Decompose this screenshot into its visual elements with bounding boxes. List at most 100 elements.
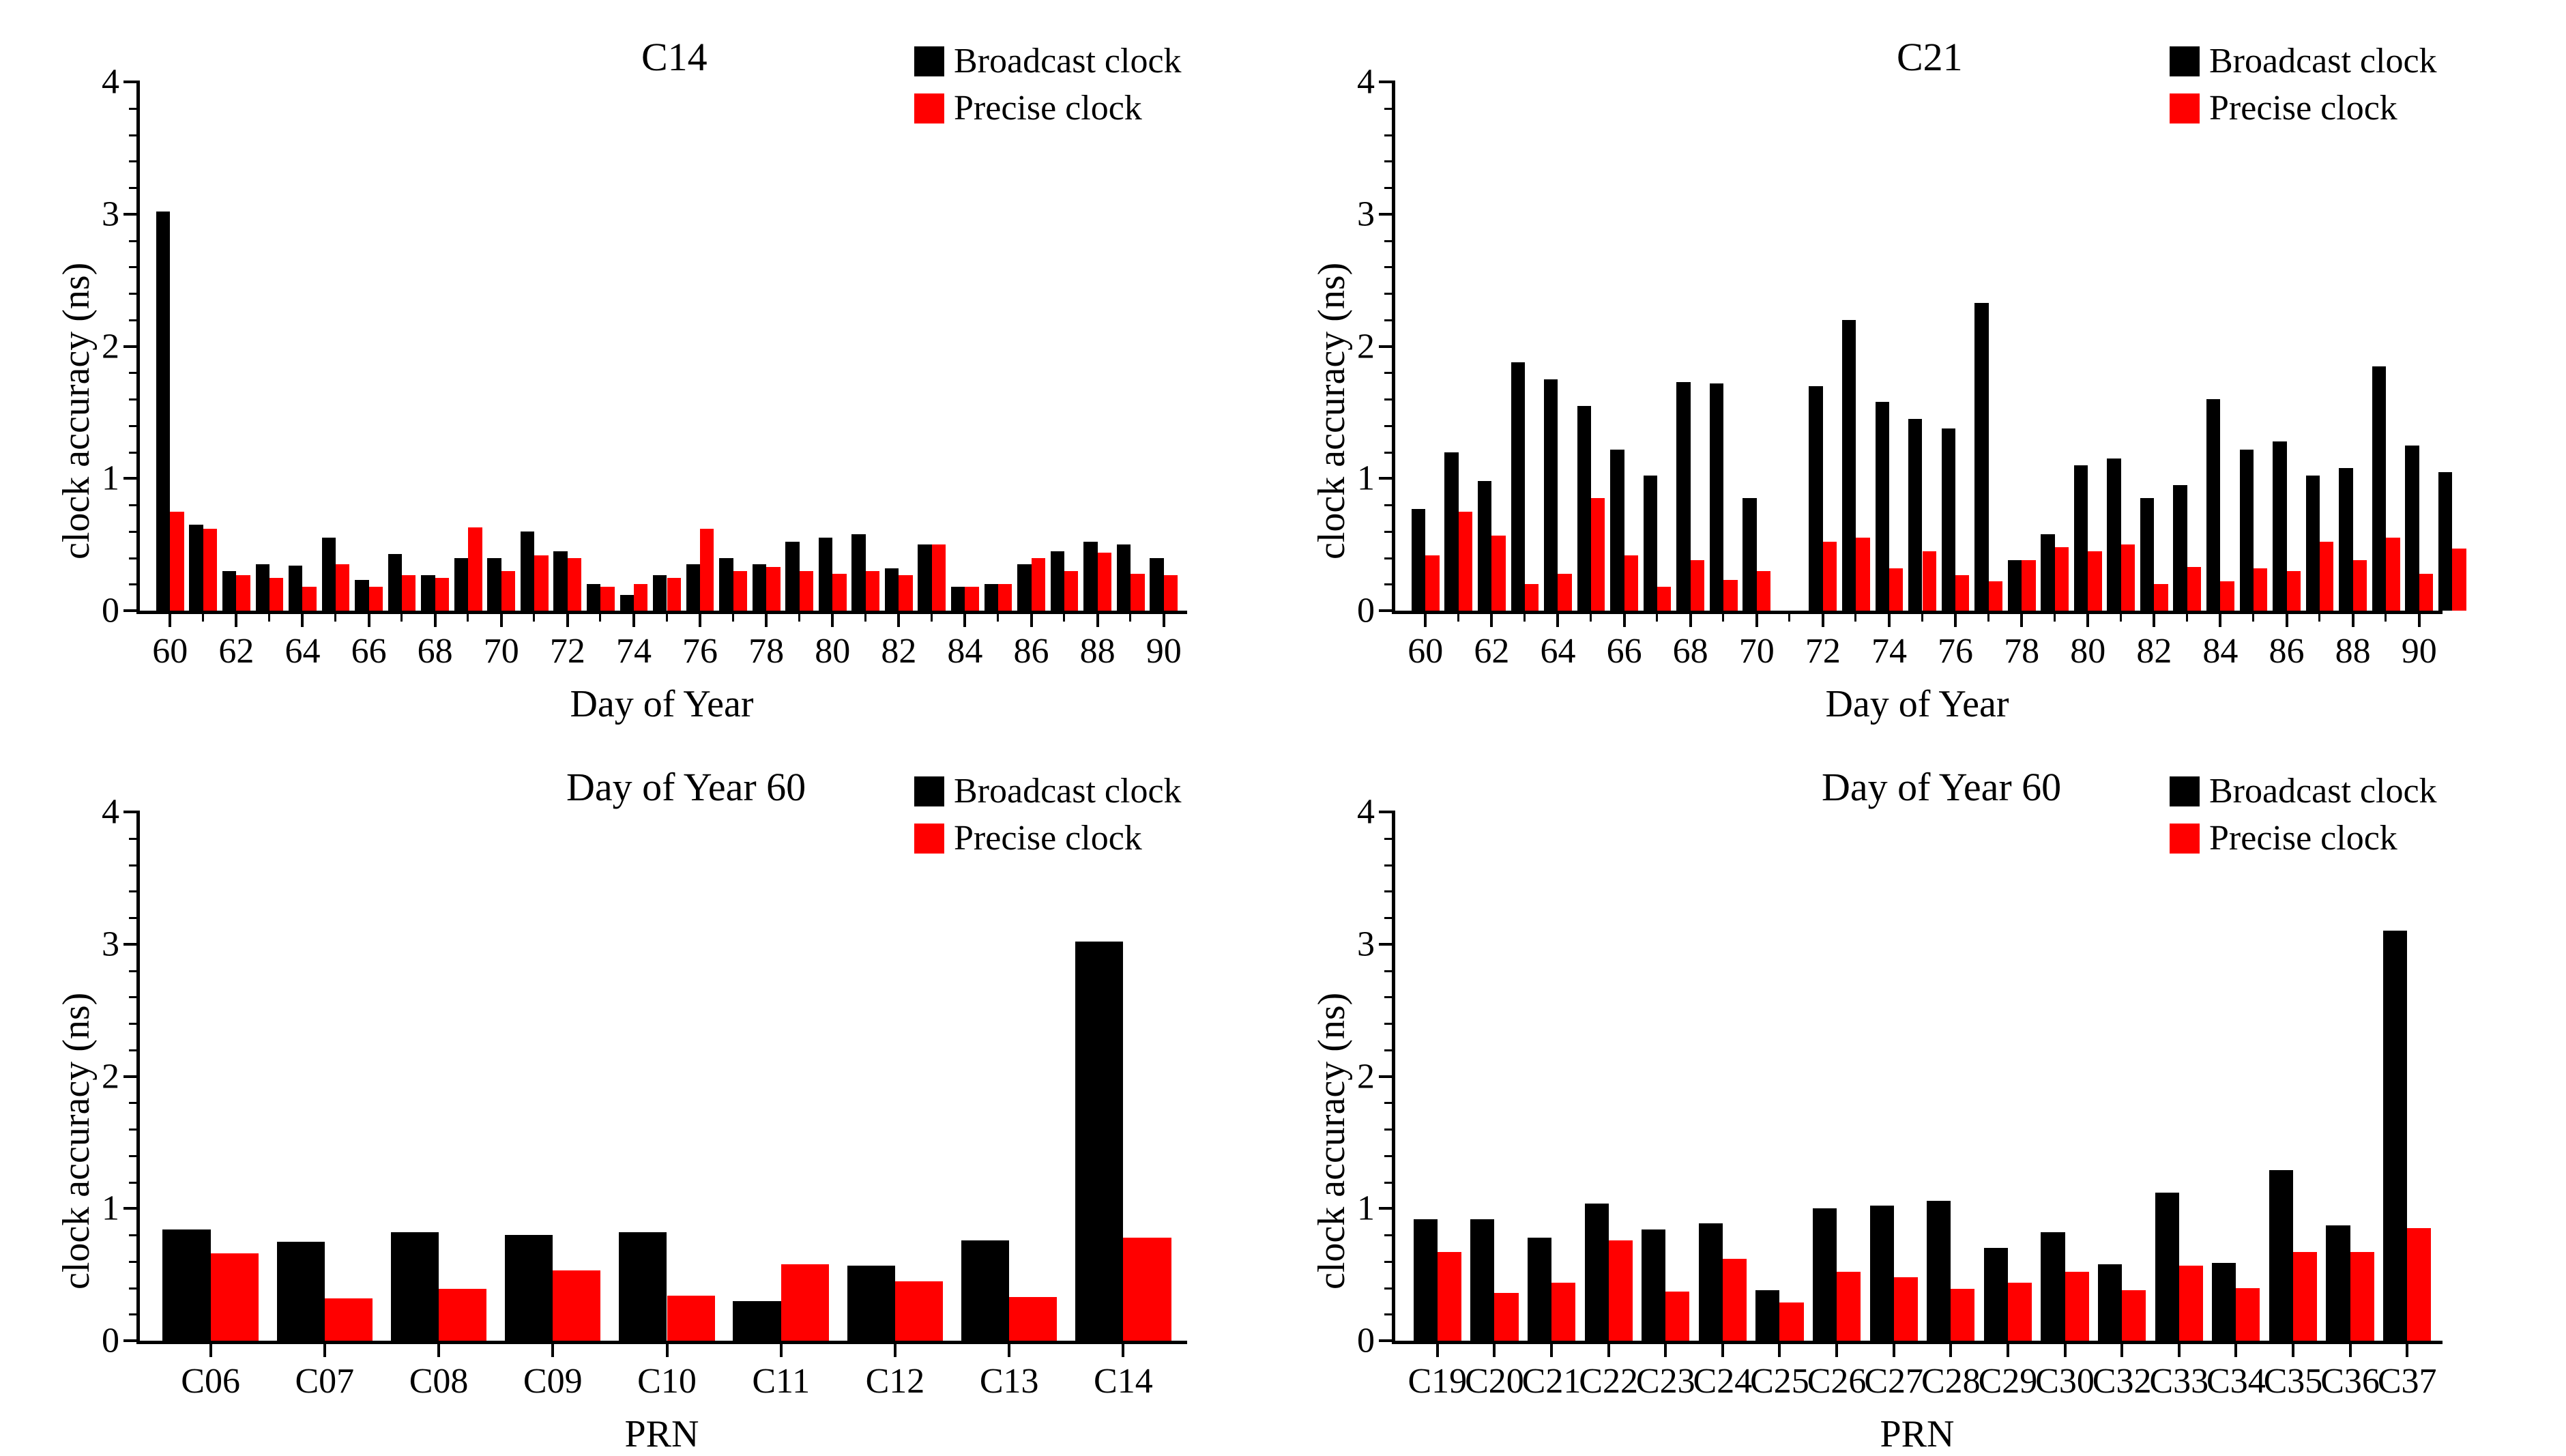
bar-broadcast: [388, 554, 402, 611]
y-tick-minor: [1384, 1234, 1395, 1236]
y-tick-minor: [129, 372, 140, 374]
panel-tr-legend: Broadcast clock Precise clock: [2170, 41, 2437, 135]
bar-broadcast: [1444, 452, 1458, 611]
bar-broadcast: [1511, 362, 1525, 611]
panel-bl-plot: 01234C06C07C08C09C10C11C12C13C14: [136, 812, 1187, 1344]
y-tick-minor: [1384, 319, 1395, 321]
y-tick-minor: [1384, 504, 1395, 506]
panel-tr: C21 012346062646668707274767880828486889…: [1392, 27, 2552, 710]
bar-precise: [1856, 538, 1869, 611]
y-tick-minor: [1384, 531, 1395, 533]
bar-precise: [336, 564, 349, 611]
bar-precise: [1609, 1240, 1633, 1341]
bar-broadcast: [2140, 498, 2154, 611]
x-tick-minor: [202, 611, 204, 622]
x-tick-label: 68: [418, 611, 453, 671]
bar-broadcast: [733, 1301, 781, 1341]
bar-precise: [1459, 512, 1472, 611]
y-tick-minor: [1384, 557, 1395, 559]
y-tick-minor: [129, 1049, 140, 1051]
bar-precise: [1032, 558, 1045, 611]
x-tick-minor: [732, 611, 734, 622]
panel-tl-plot: 0123460626466687072747678808284868890: [136, 82, 1187, 614]
x-tick-label: C29: [1979, 1341, 2038, 1401]
bar-broadcast: [653, 575, 667, 611]
x-tick-minor: [1722, 611, 1724, 622]
panel-br-ylabel: clock accuracy (ns): [1310, 993, 1354, 1290]
x-tick-label: C11: [752, 1341, 810, 1401]
y-tick-label: 0: [102, 591, 140, 631]
bar-precise: [1131, 574, 1144, 611]
bar-precise: [998, 584, 1012, 611]
bar-broadcast: [2155, 1193, 2179, 1341]
bar-broadcast: [847, 1266, 895, 1341]
bar-broadcast: [1117, 544, 1131, 611]
bar-precise: [1591, 498, 1605, 611]
bar-precise: [1164, 575, 1178, 611]
x-tick-minor: [798, 611, 800, 622]
bar-broadcast: [421, 575, 435, 611]
y-tick-label: 3: [1357, 924, 1395, 964]
bar-precise: [1657, 587, 1671, 611]
bar-broadcast: [2438, 472, 2452, 611]
bar-precise: [1064, 571, 1078, 611]
x-tick-label: 88: [2335, 611, 2371, 671]
x-tick-minor: [268, 611, 270, 622]
y-tick-label: 4: [1357, 792, 1395, 832]
bar-precise: [170, 512, 184, 611]
y-tick-minor: [129, 452, 140, 454]
bar-broadcast: [619, 1232, 667, 1341]
y-tick-label: 0: [1357, 591, 1395, 631]
y-tick-minor: [129, 1261, 140, 1263]
legend-row-precise: Precise clock: [2170, 818, 2437, 858]
y-tick-minor: [1384, 1129, 1395, 1131]
bar-broadcast: [620, 595, 634, 611]
legend-swatch-precise: [2170, 824, 2200, 854]
x-tick-label: 66: [351, 611, 387, 671]
x-tick-label: C13: [980, 1341, 1039, 1401]
x-tick-label: 90: [2402, 611, 2437, 671]
x-tick-minor: [1063, 611, 1065, 622]
bar-broadcast: [2269, 1170, 2293, 1341]
x-tick-label: C28: [1921, 1341, 1981, 1401]
bar-broadcast: [1083, 542, 1097, 611]
y-tick-label: 2: [102, 1056, 140, 1096]
panel-tl-ylabel: clock accuracy (ns): [55, 263, 98, 559]
x-tick-label: 76: [682, 611, 718, 671]
bar-precise: [1779, 1302, 1803, 1341]
y-tick-minor: [1384, 583, 1395, 585]
bar-precise: [895, 1281, 943, 1341]
legend-label-broadcast: Broadcast clock: [2209, 771, 2437, 811]
bar-precise: [2386, 538, 2400, 611]
bar-precise: [700, 529, 714, 611]
legend-swatch-broadcast: [914, 46, 944, 76]
bar-precise: [439, 1289, 486, 1341]
x-tick-label: 70: [1739, 611, 1775, 671]
bar-broadcast: [1984, 1248, 2008, 1341]
bar-precise: [1723, 580, 1737, 611]
legend-row-broadcast: Broadcast clock: [2170, 771, 2437, 811]
x-tick-label: 88: [1080, 611, 1116, 671]
y-tick-minor: [129, 1102, 140, 1104]
y-tick-minor: [129, 1129, 140, 1131]
bar-precise: [2065, 1272, 2089, 1341]
y-tick-minor: [1384, 917, 1395, 919]
legend-row-broadcast: Broadcast clock: [914, 41, 1182, 81]
bar-broadcast: [156, 212, 170, 611]
bar-broadcast: [1577, 406, 1591, 611]
y-tick-minor: [129, 187, 140, 189]
bar-precise: [1723, 1259, 1747, 1341]
bar-broadcast: [1075, 942, 1123, 1341]
y-tick-minor: [1384, 372, 1395, 374]
bar-precise: [2293, 1252, 2317, 1341]
bar-broadcast: [505, 1235, 553, 1341]
bar-precise: [2419, 574, 2433, 611]
bar-precise: [899, 575, 912, 611]
x-tick-label: 84: [2202, 611, 2238, 671]
bar-precise: [667, 578, 681, 611]
legend-label-precise: Precise clock: [2209, 818, 2397, 858]
bar-precise: [2088, 551, 2101, 611]
bar-precise: [2187, 567, 2201, 611]
bar-precise: [2122, 1290, 2146, 1341]
y-tick-minor: [129, 1182, 140, 1184]
